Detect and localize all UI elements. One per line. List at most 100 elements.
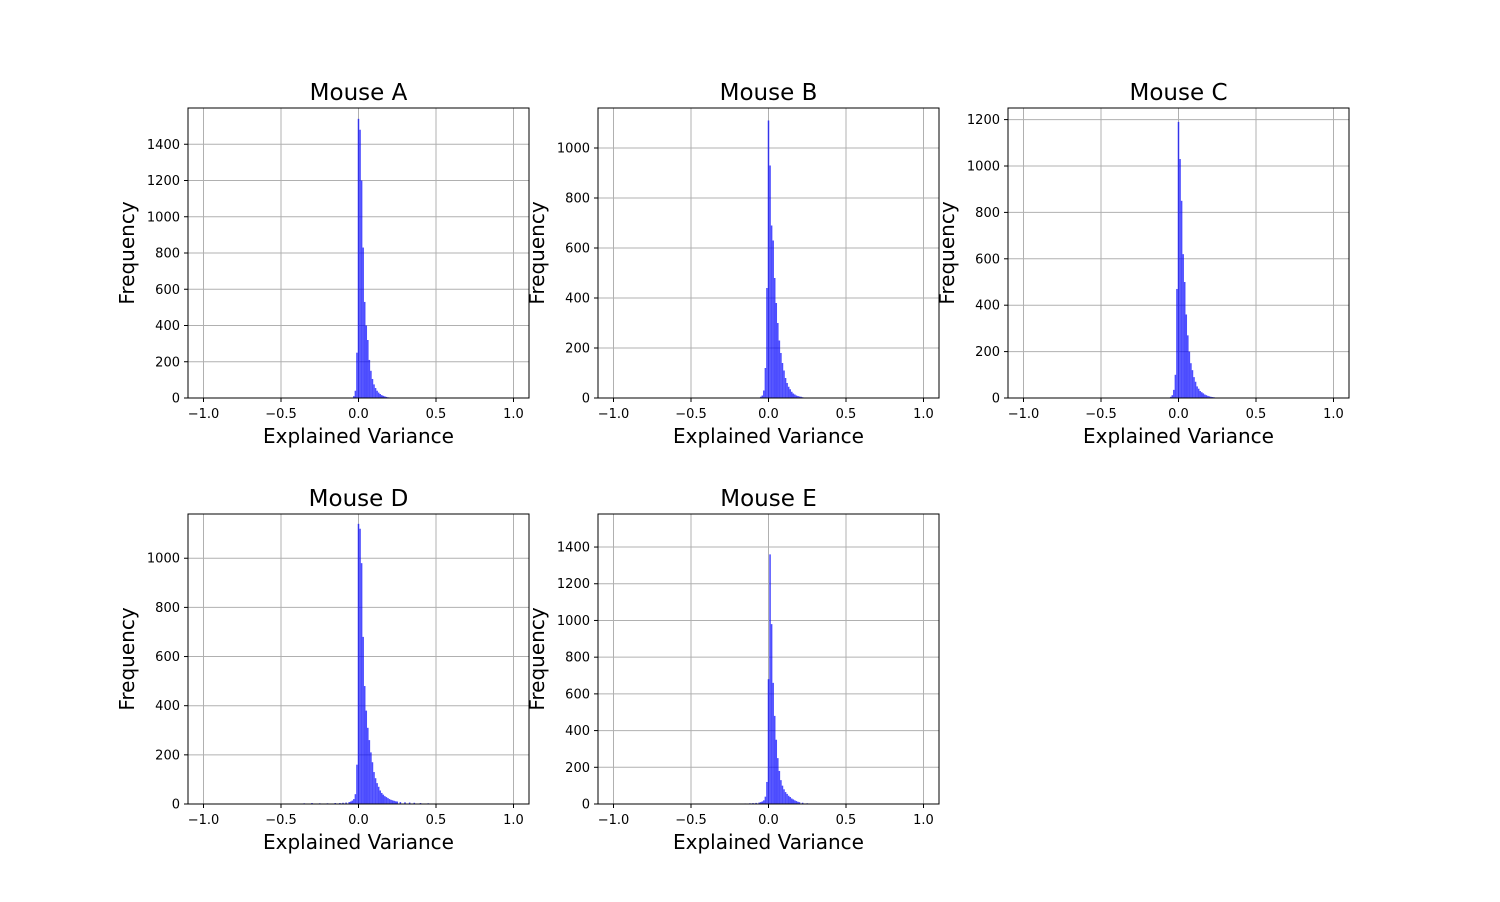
histogram-bar: [1177, 121, 1180, 399]
y-tick-label: 1000: [557, 142, 590, 157]
histogram-bar: [399, 802, 402, 804]
y-tick-label: 0: [172, 798, 180, 813]
histogram-bar: [390, 799, 392, 804]
y-axis-ticks: 0 200 400 600 800 1000 1200: [967, 113, 1008, 407]
y-tick-label: 1000: [147, 210, 180, 225]
histogram-bars: [759, 120, 807, 398]
histogram-bar: [387, 798, 389, 804]
histogram-bar: [376, 783, 378, 804]
histogram-bar: [772, 682, 774, 804]
histogram-bar: [789, 797, 791, 804]
y-tick-label: 600: [975, 252, 1000, 267]
x-axis-ticks: −1.0 −0.5 0.0 0.5 1.0: [1008, 398, 1344, 422]
histogram-bar: [1185, 314, 1188, 398]
histogram-bar: [367, 727, 369, 804]
histogram-bar: [780, 353, 782, 398]
histogram-bar: [1194, 381, 1197, 398]
y-tick-label: 800: [155, 601, 180, 616]
y-tick-label: 800: [565, 651, 590, 666]
x-tick-label: 0.0: [758, 813, 779, 828]
histogram-bar: [797, 396, 799, 398]
histogram-bar: [371, 378, 374, 398]
x-axis-ticks: −1.0 −0.5 0.0 0.5 1.0: [598, 398, 934, 422]
y-tick-label: 600: [565, 242, 590, 257]
histogram-bar: [357, 118, 360, 398]
x-axis-ticks: −1.0 −0.5 0.0 0.5 1.0: [188, 804, 524, 828]
x-tick-label: 1.0: [1323, 407, 1344, 422]
histogram-bar: [393, 800, 395, 804]
histogram-bar: [373, 772, 375, 804]
histogram-bar: [1187, 335, 1189, 398]
histogram-bar: [1176, 288, 1178, 398]
x-tick-label: 0.0: [348, 813, 369, 828]
histogram-bar: [377, 786, 380, 804]
y-axis-ticks: 0 200 400 600 800 1000: [147, 552, 188, 813]
histogram-bar: [1202, 393, 1205, 398]
histogram-bar: [360, 180, 363, 398]
histogram-bar: [787, 386, 790, 398]
y-tick-label: 400: [155, 699, 180, 714]
x-tick-label: 0.5: [836, 407, 857, 422]
histogram-bar: [759, 802, 762, 804]
panel-mouse-b: −1.0 −0.5 0.0 0.5 1.0 0 200 400 600 800 1000 Mous…: [525, 80, 940, 448]
histogram-bar: [787, 795, 790, 804]
histogram-bar: [755, 802, 757, 804]
histogram-bar: [368, 359, 371, 398]
y-tick-label: 1000: [967, 160, 1000, 175]
x-tick-label: 1.0: [503, 407, 524, 422]
histogram-bar: [382, 395, 385, 398]
x-tick-label: 0.5: [426, 407, 447, 422]
histogram-bar: [795, 395, 798, 398]
histogram-bar: [357, 523, 360, 804]
y-axis-label: Frequency: [525, 201, 549, 304]
y-tick-label: 0: [172, 392, 180, 407]
y-tick-label: 1200: [557, 577, 590, 592]
histogram-bar: [773, 278, 776, 398]
y-axis-label: Frequency: [115, 201, 139, 304]
x-tick-label: −0.5: [675, 813, 707, 828]
histogram-bar: [1204, 394, 1206, 398]
x-tick-label: 1.0: [503, 813, 524, 828]
x-tick-label: −1.0: [598, 407, 630, 422]
histogram-bar: [764, 368, 767, 398]
histogram-bars: [744, 554, 813, 804]
y-tick-label: 200: [565, 761, 590, 776]
y-axis-ticks: 0 200 400 600 800 1000: [557, 142, 598, 407]
histogram-bar: [781, 785, 784, 804]
histogram-bar: [1190, 363, 1192, 398]
x-tick-label: 0.5: [836, 813, 857, 828]
x-axis-label: Explained Variance: [263, 424, 454, 448]
histogram-bar: [781, 363, 784, 398]
y-tick-label: 1200: [967, 113, 1000, 128]
histogram-bar: [367, 340, 369, 398]
y-axis-label: Frequency: [115, 607, 139, 710]
histogram-bar: [797, 801, 799, 804]
histogram-bar: [396, 801, 399, 804]
histogram-bar: [354, 794, 357, 804]
histogram-bar: [1169, 396, 1172, 398]
histogram-bar: [786, 383, 788, 398]
histogram-bar: [1174, 374, 1177, 398]
histogram-bar: [759, 396, 762, 398]
histogram-bar: [348, 802, 350, 804]
panel-title: Mouse E: [720, 486, 816, 512]
histogram-bar: [384, 796, 386, 804]
histogram-bar: [363, 686, 366, 804]
y-tick-label: 0: [582, 392, 590, 407]
histogram-bar: [382, 794, 385, 804]
histogram-bar: [766, 288, 768, 398]
panel-mouse-c: −1.0 −0.5 0.0 0.5 1.0 020040060080010001200 …: [935, 80, 1350, 448]
histogram-bar: [342, 802, 344, 804]
panel-title: Mouse B: [720, 80, 818, 106]
histogram-bar: [778, 770, 781, 804]
histogram-bar: [353, 396, 355, 398]
x-tick-label: −0.5: [265, 407, 297, 422]
y-tick-label: 200: [155, 355, 180, 370]
y-axis-label: Frequency: [525, 607, 549, 710]
histogram-bar: [379, 394, 381, 398]
y-tick-label: 400: [155, 319, 180, 334]
histogram-bar: [1171, 395, 1174, 398]
x-tick-label: 1.0: [913, 407, 934, 422]
histogram-bar: [413, 802, 416, 804]
